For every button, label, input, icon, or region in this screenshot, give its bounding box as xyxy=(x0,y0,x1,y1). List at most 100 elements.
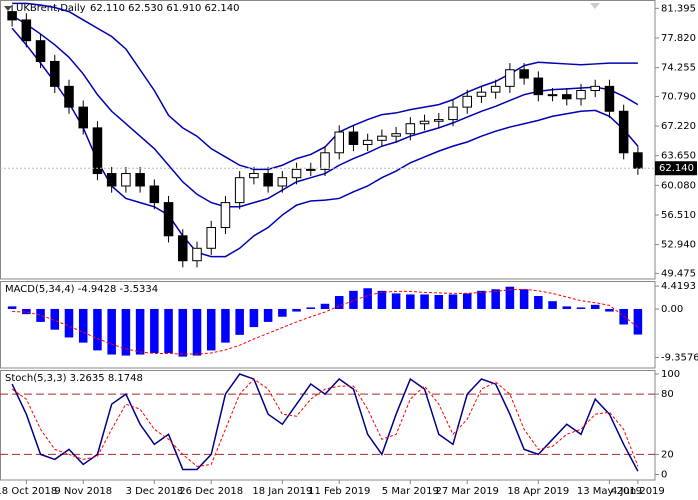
x-tick-label: 3 Dec 2018 xyxy=(126,486,184,497)
candle-body xyxy=(106,173,117,187)
macd-panel xyxy=(0,281,656,369)
macd-bar xyxy=(590,304,600,309)
macd-bar xyxy=(420,294,429,309)
band-upper xyxy=(12,2,638,171)
stoch-signal xyxy=(11,378,639,467)
macd-bar xyxy=(562,306,572,309)
candle-body xyxy=(306,168,316,171)
symbol-title: UKBrent,Daily xyxy=(16,3,86,14)
x-tick-label: 18 Jan 2019 xyxy=(252,486,312,497)
macd-bar xyxy=(505,286,515,309)
candle-body xyxy=(633,152,643,169)
macd-bar xyxy=(36,308,45,322)
macd-bar xyxy=(178,308,188,357)
candle-body xyxy=(121,173,131,187)
candle-body xyxy=(92,127,103,175)
candle-body xyxy=(149,185,160,204)
x-tick-label: 26 Dec 2018 xyxy=(179,486,243,497)
ohlc-text: 62.110 62.530 61.910 62.140 xyxy=(90,3,240,14)
y-tick-label: 0.00 xyxy=(661,304,683,315)
band-lower xyxy=(11,27,639,258)
macd-bar xyxy=(121,308,131,356)
y-tick-label: 56.510 xyxy=(661,210,696,221)
candle-body xyxy=(419,120,430,125)
band-middle xyxy=(11,15,639,208)
macd-bar xyxy=(391,293,401,309)
macd-bar xyxy=(107,308,116,355)
candle-body xyxy=(263,173,273,187)
macd-bar xyxy=(150,308,159,353)
y-tick-label: 63.650 xyxy=(661,151,696,162)
candle-body xyxy=(490,85,501,93)
stoch-title: Stoch(5,3,3) 3.2635 8.1748 xyxy=(5,373,143,384)
x-tick-label: 11 Feb 2019 xyxy=(308,486,370,497)
macd-bar xyxy=(278,308,287,317)
macd-bar xyxy=(22,308,31,315)
candle-body xyxy=(618,110,629,154)
macd-bar xyxy=(363,288,372,309)
macd-bar xyxy=(548,301,557,309)
candle-body xyxy=(348,131,359,145)
y-tick-label: 81.395 xyxy=(661,3,696,14)
macd-bar xyxy=(519,289,529,309)
macd-bar xyxy=(448,294,458,309)
candle-body xyxy=(163,202,174,237)
candle-body xyxy=(135,173,145,187)
candle-body xyxy=(334,131,344,154)
macd-bar xyxy=(462,293,472,309)
candle-body xyxy=(434,119,444,122)
price-tag: 62.140 xyxy=(659,163,694,174)
macd-bar xyxy=(534,296,543,309)
candle-body xyxy=(604,85,615,112)
x-tick-label: 27 Mar 2019 xyxy=(436,486,499,497)
macd-bar xyxy=(64,308,74,338)
plot-area xyxy=(0,373,655,472)
macd-bar xyxy=(50,308,60,330)
stoch-panel xyxy=(0,370,656,481)
menu-icon[interactable] xyxy=(4,6,12,11)
candle-body xyxy=(192,247,202,262)
macd-bar xyxy=(477,290,486,309)
stoch-main xyxy=(11,373,639,472)
candle-body xyxy=(320,152,330,170)
candle-body xyxy=(291,168,302,179)
x-tick-label: 5 Mar 2019 xyxy=(382,486,439,497)
macd-bar xyxy=(263,308,273,322)
macd-bar xyxy=(349,290,358,309)
macd-bar xyxy=(249,308,259,328)
candle-body xyxy=(50,60,60,87)
candle-body xyxy=(462,95,472,108)
corner-icon xyxy=(590,3,600,9)
candle-body xyxy=(35,40,46,62)
macd-bar xyxy=(406,294,415,309)
y-tick-label: 67.220 xyxy=(661,121,696,132)
macd-bar xyxy=(377,290,387,309)
candle-body xyxy=(249,173,259,179)
y-tick-label: 52.940 xyxy=(661,240,696,251)
y-tick-label: 49.475 xyxy=(661,268,696,279)
macd-bar xyxy=(334,296,344,309)
candle-body xyxy=(277,177,288,187)
candle-body xyxy=(391,133,401,137)
macd-bar xyxy=(306,307,316,309)
x-tick-label: 4 Jun 2019 xyxy=(611,486,665,497)
macd-signal xyxy=(12,288,639,355)
candle-body xyxy=(576,90,586,100)
macd-bar xyxy=(135,308,145,355)
candle-body xyxy=(377,135,387,141)
candle-body xyxy=(64,85,74,108)
macd-bar xyxy=(292,308,301,312)
candle-body xyxy=(178,235,188,262)
plot-area xyxy=(11,2,639,258)
candle-body xyxy=(234,177,245,204)
y-tick-label: 60.080 xyxy=(661,180,696,191)
candle-body xyxy=(533,77,544,96)
y-tick-label: 4.4193 xyxy=(661,281,696,292)
macd-bar xyxy=(93,308,102,351)
y-tick-label: 70.790 xyxy=(661,91,696,102)
x-tick-label: 18 Apr 2019 xyxy=(507,486,569,497)
macd-bar xyxy=(164,308,173,353)
macd-bar xyxy=(192,308,202,356)
candle-body xyxy=(519,69,529,79)
